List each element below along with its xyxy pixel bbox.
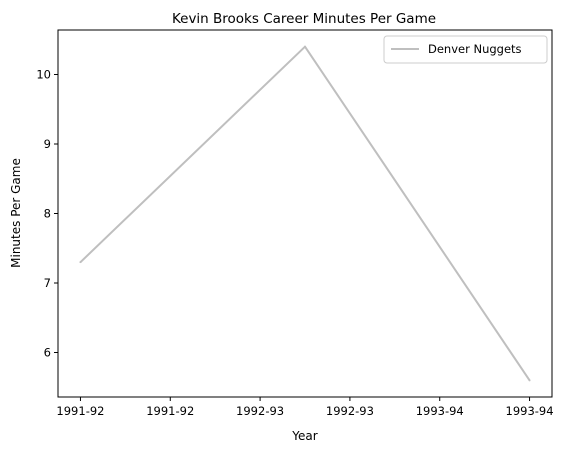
y-tick-label: 7 bbox=[44, 276, 51, 290]
series-layer bbox=[79, 45, 531, 382]
chart-title: Kevin Brooks Career Minutes Per Game bbox=[172, 11, 436, 27]
x-axis-label: Year bbox=[291, 429, 317, 443]
x-tick-label: 1991-92 bbox=[146, 404, 194, 418]
x-tick-label: 1993-94 bbox=[506, 404, 554, 418]
x-axis-ticks: 1991-92 1991-92 1992-93 1992-93 1993-94 1993-… bbox=[56, 397, 554, 418]
y-tick-label: 9 bbox=[44, 137, 51, 151]
y-tick-label: 6 bbox=[44, 346, 51, 360]
legend-box bbox=[383, 35, 548, 64]
x-tick-label: 1991-92 bbox=[56, 404, 104, 418]
legend-label-denver-nuggets: Denver Nuggets bbox=[428, 42, 522, 56]
plot-area bbox=[58, 30, 552, 397]
data-point bbox=[79, 261, 82, 264]
legend: Denver Nuggets bbox=[383, 35, 548, 64]
y-axis-ticks: 6 7 8 9 10 bbox=[36, 67, 58, 360]
x-tick-label: 1992-93 bbox=[326, 404, 374, 418]
data-point bbox=[528, 379, 531, 382]
plot-frame bbox=[57, 29, 553, 398]
x-tick-label: 1993-94 bbox=[416, 404, 464, 418]
data-point bbox=[304, 45, 306, 48]
y-tick-label: 8 bbox=[44, 207, 51, 221]
y-tick-label: 10 bbox=[36, 67, 51, 81]
x-tick-label: 1992-93 bbox=[236, 404, 284, 418]
y-axis-label: Minutes Per Game bbox=[9, 158, 23, 268]
